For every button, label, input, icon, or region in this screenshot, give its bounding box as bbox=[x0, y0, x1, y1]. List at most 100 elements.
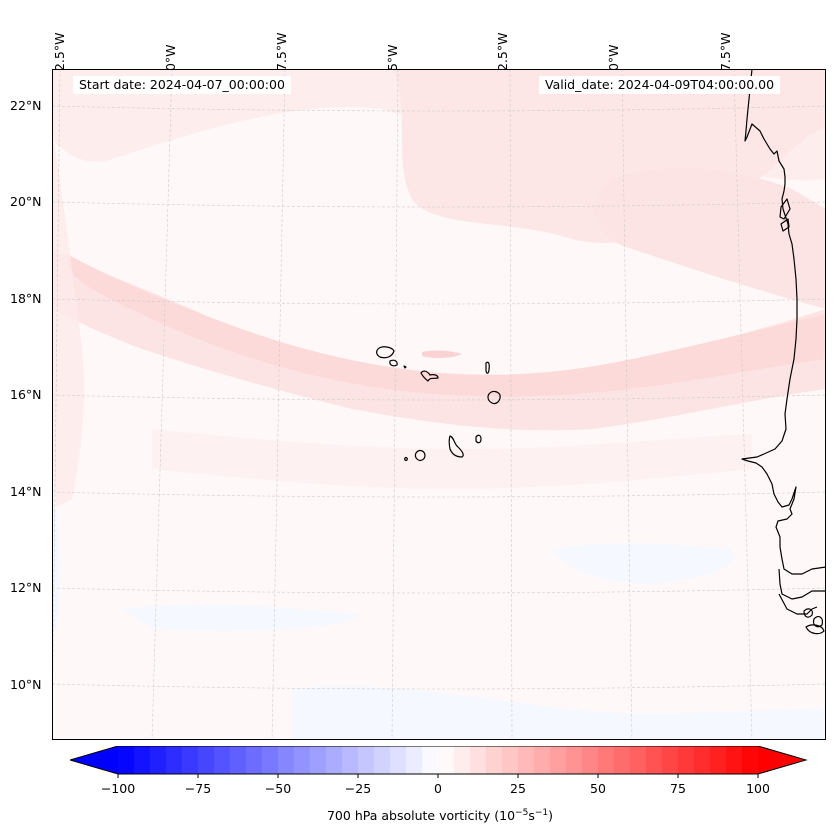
vorticity-map bbox=[52, 69, 826, 740]
island-santo-antao bbox=[376, 346, 395, 359]
lat-label: 16°N bbox=[10, 387, 42, 402]
colorbar-cell bbox=[710, 746, 727, 774]
lat-label: 22°N bbox=[10, 98, 42, 113]
island-santiago bbox=[448, 435, 464, 458]
colorbar-cell bbox=[486, 746, 503, 774]
colorbar-cell bbox=[326, 746, 343, 774]
colorbar-cell bbox=[502, 746, 519, 774]
bissagos-islands bbox=[805, 624, 825, 635]
colorbar-cell bbox=[166, 746, 183, 774]
meridian-gridline bbox=[391, 69, 399, 740]
colorbar-tick-label: −100 bbox=[100, 781, 136, 796]
contour-level-15 bbox=[67, 254, 826, 397]
colorbar-label-text: 700 hPa absolute vorticity (10 bbox=[326, 808, 516, 824]
lat-label: 14°N bbox=[10, 484, 42, 499]
colorbar-cell bbox=[614, 746, 631, 774]
island-fogo bbox=[414, 449, 426, 461]
colorbar-tick-label: 25 bbox=[510, 781, 526, 796]
colorbar-cell bbox=[742, 746, 759, 774]
colorbar-cell bbox=[294, 746, 311, 774]
contour-level-10 bbox=[52, 249, 826, 431]
colorbar-cell bbox=[550, 746, 567, 774]
africa-coastline bbox=[778, 568, 826, 600]
parallel-gridline bbox=[52, 491, 826, 498]
contour-level-5 bbox=[594, 168, 826, 309]
island-maio bbox=[475, 434, 482, 444]
meridian-gridline bbox=[621, 69, 633, 740]
contour-level-5 bbox=[52, 129, 84, 509]
coastlines bbox=[376, 69, 826, 635]
meridian-gridline bbox=[52, 69, 61, 740]
colorbar-cell bbox=[406, 746, 423, 774]
lat-label: 10°N bbox=[10, 677, 42, 692]
colorbar-tick-label: 100 bbox=[746, 781, 770, 796]
africa-coastline bbox=[778, 593, 818, 615]
colorbar-tick-label: 75 bbox=[670, 781, 686, 796]
island-santa-luzia bbox=[403, 365, 407, 369]
senegal-islands bbox=[779, 198, 791, 220]
parallel-gridline bbox=[52, 298, 826, 305]
parallel-gridline bbox=[52, 587, 826, 594]
colorbar-cell bbox=[678, 746, 695, 774]
parallel-gridline bbox=[52, 394, 826, 401]
colorbar-ticks bbox=[117, 774, 759, 778]
colorbar-cell bbox=[694, 746, 711, 774]
parallel-gridline bbox=[52, 683, 826, 690]
colorbar-cell bbox=[582, 746, 599, 774]
colorbar-cell bbox=[230, 746, 247, 774]
colorbar bbox=[70, 746, 808, 778]
colorbar-cell bbox=[726, 746, 743, 774]
colorbar-cell bbox=[278, 746, 295, 774]
colorbar-tick-label: −50 bbox=[264, 781, 292, 796]
island-sao-nicolau bbox=[420, 370, 439, 382]
colorbar-cell bbox=[374, 746, 391, 774]
contour-level-neg5 bbox=[292, 686, 826, 740]
vorticity-contours bbox=[52, 69, 826, 740]
colorbar-tick-label: −25 bbox=[344, 781, 372, 796]
colorbar-label-close: ) bbox=[548, 808, 553, 824]
africa-coastline bbox=[741, 69, 826, 575]
colorbar-cell bbox=[214, 746, 231, 774]
colorbar-cell bbox=[454, 746, 471, 774]
colorbar-cell bbox=[198, 746, 215, 774]
colorbar-cell bbox=[646, 746, 663, 774]
colorbar-cell bbox=[438, 746, 455, 774]
meridian-gridline bbox=[151, 69, 173, 740]
colorbar-cell bbox=[118, 746, 135, 774]
colorbar-tick-label: 50 bbox=[590, 781, 606, 796]
colorbar-cell bbox=[390, 746, 407, 774]
start-date-label: Start date: 2024-04-07_00:00:00 bbox=[73, 76, 291, 94]
contour-level-20 bbox=[422, 350, 462, 359]
map-plot-area[interactable] bbox=[52, 69, 826, 740]
contour-level-neg5 bbox=[552, 543, 734, 584]
parallel-gridline bbox=[52, 201, 826, 208]
colorbar-cell bbox=[518, 746, 535, 774]
colorbar-extend-low bbox=[70, 746, 118, 774]
lat-label: 20°N bbox=[10, 194, 42, 209]
colorbar-cell bbox=[134, 746, 151, 774]
parallel-gridline bbox=[52, 105, 826, 112]
colorbar-cell bbox=[310, 746, 327, 774]
colorbar-tick-label: −75 bbox=[184, 781, 212, 796]
colorbar-cell bbox=[662, 746, 679, 774]
colorbar-label: 700 hPa absolute vorticity (10−5s−1) bbox=[0, 808, 837, 823]
island-sao-vicente bbox=[389, 359, 398, 367]
senegal-islands bbox=[780, 218, 790, 232]
colorbar-cell bbox=[246, 746, 263, 774]
meridian-gridline bbox=[733, 69, 753, 740]
island-sal bbox=[485, 361, 490, 374]
colorbar-label-exponent: −1 bbox=[534, 808, 549, 818]
contour-level-neg5 bbox=[122, 604, 362, 631]
colorbar-cell bbox=[342, 746, 359, 774]
lat-label: 18°N bbox=[10, 291, 42, 306]
bissagos-islands bbox=[812, 615, 823, 628]
colorbar-tick-label: 0 bbox=[434, 781, 442, 796]
colorbar-label-unit: s bbox=[528, 808, 535, 824]
bissagos-islands bbox=[803, 608, 813, 618]
island-brava bbox=[404, 457, 408, 461]
gridlines bbox=[52, 69, 826, 740]
colorbar-cell bbox=[598, 746, 615, 774]
lat-label: 12°N bbox=[10, 580, 42, 595]
island-boa-vista bbox=[487, 390, 501, 405]
colorbar-cell bbox=[358, 746, 375, 774]
